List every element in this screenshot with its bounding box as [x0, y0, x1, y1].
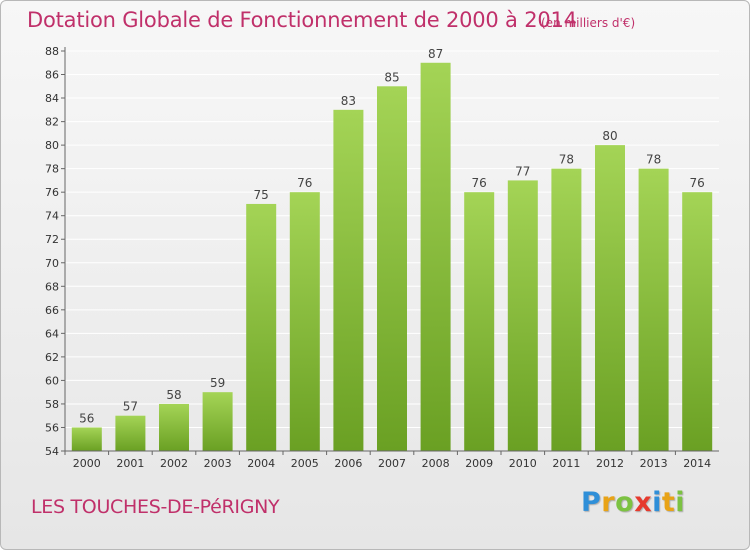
y-tick-label: 60 [45, 374, 59, 387]
y-tick-label: 54 [45, 445, 59, 458]
value-label: 59 [210, 376, 225, 390]
value-label: 76 [690, 176, 705, 190]
bar [377, 86, 407, 451]
x-tick-label: 2004 [247, 457, 275, 470]
bar [682, 192, 713, 452]
y-tick-label: 64 [45, 327, 59, 340]
x-tick-label: 2000 [73, 457, 101, 470]
y-tick-label: 58 [45, 398, 59, 411]
value-label: 56 [79, 411, 94, 425]
logo-letter: t [661, 487, 676, 518]
bar [71, 427, 102, 451]
x-tick-label: 2007 [378, 457, 406, 470]
x-tick-label: 2009 [465, 457, 493, 470]
x-axis-ticks: 2000 2001 2002 2003 2004 2005 2006 2007 2008 2009… [64, 451, 711, 470]
bar [202, 392, 233, 451]
y-tick-label: 74 [45, 210, 59, 223]
value-label: 85 [384, 70, 399, 84]
bar [333, 109, 364, 451]
x-tick-label: 2001 [116, 457, 144, 470]
bar [638, 168, 669, 451]
logo-letter: o [615, 487, 635, 518]
logo-letter: i [652, 487, 662, 518]
value-label: 80 [602, 129, 617, 143]
y-tick-label: 84 [45, 92, 59, 105]
y-tick-label: 66 [45, 304, 59, 317]
value-label: 83 [341, 94, 356, 108]
value-label: 78 [559, 153, 574, 167]
bar [420, 62, 451, 451]
value-label: 75 [254, 188, 269, 202]
x-tick-label: 2008 [422, 457, 450, 470]
bar [246, 203, 277, 451]
chart-title: Dotation Globale de Fonctionnement de 20… [27, 8, 577, 32]
x-tick-label: 2005 [291, 457, 319, 470]
bar [551, 168, 582, 451]
x-tick-label: 2014 [683, 457, 711, 470]
x-tick-label: 2010 [509, 457, 537, 470]
value-labels: 56 57 58 59 75 76 83 85 87 76 77 78 80 78 76 [79, 47, 705, 426]
x-tick-label: 2002 [160, 457, 188, 470]
y-tick-label: 56 [45, 421, 59, 434]
logo-letter: x [634, 487, 653, 518]
bar [115, 415, 146, 451]
bar [507, 180, 538, 452]
value-label: 77 [515, 164, 530, 178]
logo-letter: P [581, 487, 602, 518]
bars [71, 62, 713, 452]
axes [64, 47, 719, 452]
x-tick-label: 2011 [552, 457, 580, 470]
commune-name: LES TOUCHES-DE-PéRIGNY [31, 496, 280, 518]
y-tick-label: 82 [45, 116, 59, 129]
x-tick-label: 2013 [640, 457, 668, 470]
value-label: 76 [297, 176, 312, 190]
y-axis-ticks: 54 56 58 60 62 64 66 68 70 72 74 76 78 80 82 84 86 88 [45, 45, 65, 458]
y-tick-label: 62 [45, 351, 59, 364]
x-tick-label: 2003 [204, 457, 232, 470]
proxiti-logo: Proxiti [581, 487, 685, 518]
y-tick-label: 78 [45, 163, 59, 176]
bar [289, 192, 320, 452]
bar [464, 192, 495, 452]
x-tick-label: 2012 [596, 457, 624, 470]
y-tick-label: 80 [45, 139, 59, 152]
y-tick-label: 88 [45, 45, 59, 58]
y-tick-label: 76 [45, 186, 59, 199]
value-label: 78 [646, 153, 661, 167]
value-label: 76 [472, 176, 487, 190]
logo-letter: r [601, 487, 616, 518]
bar [159, 403, 189, 451]
y-tick-label: 72 [45, 233, 59, 246]
y-tick-label: 86 [45, 69, 59, 82]
value-label: 58 [166, 388, 181, 402]
bar [595, 145, 625, 451]
y-tick-label: 70 [45, 257, 59, 270]
logo-letter: i [675, 487, 686, 518]
y-tick-label: 68 [45, 280, 59, 293]
x-tick-label: 2006 [334, 457, 362, 470]
value-label: 87 [428, 47, 443, 61]
value-label: 57 [123, 400, 138, 414]
chart-subtitle: (en milliers d'€) [541, 16, 636, 30]
